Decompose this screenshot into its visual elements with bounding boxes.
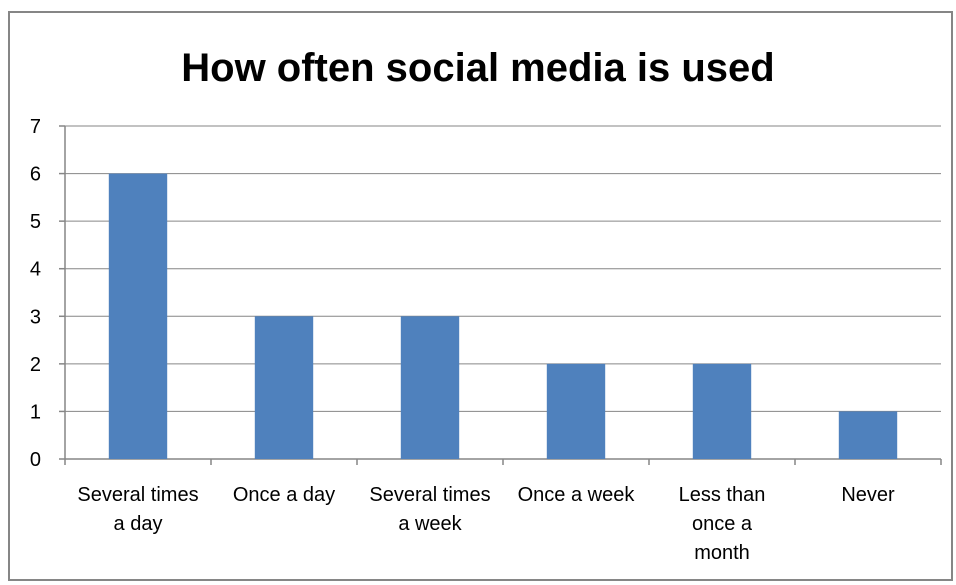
y-tick-label: 3 xyxy=(30,306,41,328)
x-tick-label: Once a week xyxy=(518,484,636,506)
x-tick-label: Several times xyxy=(369,484,490,506)
chart-title: How often social media is used xyxy=(181,46,775,90)
x-tick-label: Once a day xyxy=(233,484,335,506)
x-tick-label: Never xyxy=(841,484,895,506)
x-tick-label: month xyxy=(694,542,750,564)
y-tick-label: 4 xyxy=(30,259,41,281)
bar xyxy=(400,316,460,459)
bar xyxy=(546,363,606,459)
y-tick-label: 0 xyxy=(30,449,41,471)
bar xyxy=(692,363,752,459)
x-tick-label: a week xyxy=(398,513,462,535)
x-tick-label: once a xyxy=(692,513,753,535)
bar xyxy=(108,173,168,460)
x-tick-label: Several times xyxy=(77,484,198,506)
y-tick-label: 5 xyxy=(30,211,41,233)
x-tick-label: a day xyxy=(114,513,163,535)
bar xyxy=(254,316,314,459)
y-tick-label: 1 xyxy=(30,401,41,423)
y-tick-label: 2 xyxy=(30,354,41,376)
bar xyxy=(838,411,898,459)
y-tick-label: 6 xyxy=(30,164,41,186)
x-tick-label: Less than xyxy=(679,484,766,506)
y-tick-label: 7 xyxy=(30,116,41,138)
